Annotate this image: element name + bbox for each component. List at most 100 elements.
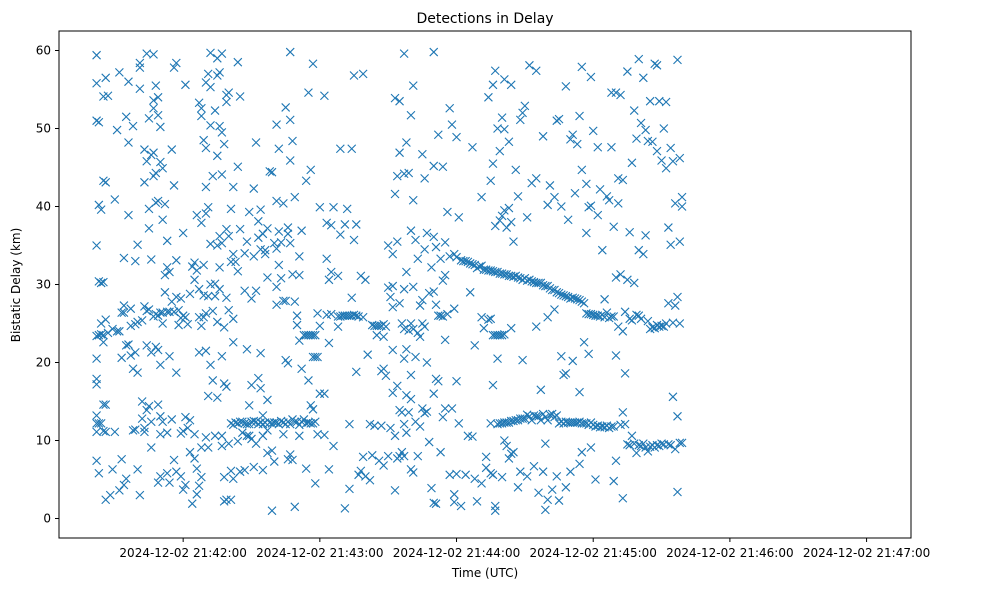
data-point (215, 231, 224, 241)
data-point (618, 175, 628, 185)
data-point (349, 310, 359, 320)
data-point (171, 58, 181, 68)
data-point (333, 322, 343, 332)
data-point (611, 88, 621, 98)
data-point (329, 441, 338, 451)
data-point (452, 469, 461, 479)
data-point (406, 394, 416, 404)
data-point (249, 252, 259, 261)
data-point (99, 277, 108, 287)
data-point (324, 464, 334, 474)
data-point (349, 235, 359, 245)
data-point (196, 321, 206, 331)
y-tick-label: 50 (36, 122, 51, 136)
data-point (272, 300, 281, 310)
data-point (406, 319, 416, 328)
data-point (210, 279, 220, 289)
data-point (135, 63, 145, 73)
data-point (103, 91, 113, 101)
data-point (199, 312, 209, 322)
data-point (171, 255, 181, 265)
data-point (92, 78, 101, 88)
data-point (379, 332, 389, 342)
data-point (609, 312, 619, 321)
data-point (509, 447, 518, 457)
data-point (224, 231, 234, 241)
data-point (313, 352, 322, 362)
data-point (171, 368, 181, 378)
data-point (194, 481, 204, 491)
data-point (285, 115, 295, 125)
data-point (663, 223, 673, 232)
data-point (212, 393, 222, 402)
data-point (342, 204, 352, 214)
data-point (550, 192, 559, 202)
data-point (114, 486, 124, 495)
data-point (543, 312, 553, 322)
data-point (206, 82, 215, 92)
data-point (290, 502, 300, 512)
data-point (358, 312, 368, 322)
data-point (447, 120, 457, 129)
data-point (101, 73, 111, 83)
data-point (404, 408, 414, 417)
data-point (99, 337, 108, 347)
data-point (415, 301, 425, 310)
data-point (219, 139, 229, 149)
data-point (481, 463, 491, 473)
data-point (663, 440, 673, 449)
data-point (673, 292, 682, 302)
data-point (632, 448, 641, 458)
data-point (632, 134, 641, 144)
data-point (224, 439, 234, 449)
data-point (310, 479, 320, 488)
data-point (233, 57, 243, 67)
data-point (228, 249, 238, 259)
data-point (149, 50, 158, 59)
data-point (251, 138, 261, 147)
data-point (666, 240, 676, 250)
data-point (577, 165, 587, 175)
data-point (429, 389, 439, 399)
data-point (294, 431, 304, 441)
data-point (468, 142, 477, 152)
data-point (208, 306, 218, 316)
data-point (228, 474, 238, 484)
data-point (529, 461, 539, 471)
data-point (326, 267, 336, 277)
data-point (290, 297, 300, 307)
data-point (550, 305, 559, 314)
data-point (538, 131, 548, 141)
data-point (153, 345, 163, 355)
data-point (226, 495, 236, 505)
data-point (634, 440, 644, 450)
data-point (563, 215, 573, 225)
data-point (381, 322, 391, 332)
data-point (486, 176, 496, 186)
data-point (153, 110, 163, 120)
data-point (283, 223, 293, 232)
data-point (320, 389, 329, 399)
data-point (638, 73, 648, 83)
data-point (144, 113, 154, 123)
data-point (258, 411, 268, 420)
data-point (326, 309, 336, 319)
data-point (527, 276, 537, 286)
data-point (190, 275, 199, 285)
data-point (417, 295, 427, 305)
data-point (361, 275, 370, 285)
data-point (609, 476, 619, 486)
data-point (577, 447, 587, 457)
data-point (285, 238, 295, 248)
data-point (119, 253, 129, 263)
data-point (673, 55, 682, 65)
data-point (258, 465, 268, 475)
data-point (354, 470, 363, 480)
data-point (308, 59, 318, 69)
data-point (611, 456, 621, 466)
data-point (545, 181, 555, 190)
data-point (329, 202, 338, 212)
data-point (217, 128, 227, 137)
data-point (572, 294, 582, 304)
